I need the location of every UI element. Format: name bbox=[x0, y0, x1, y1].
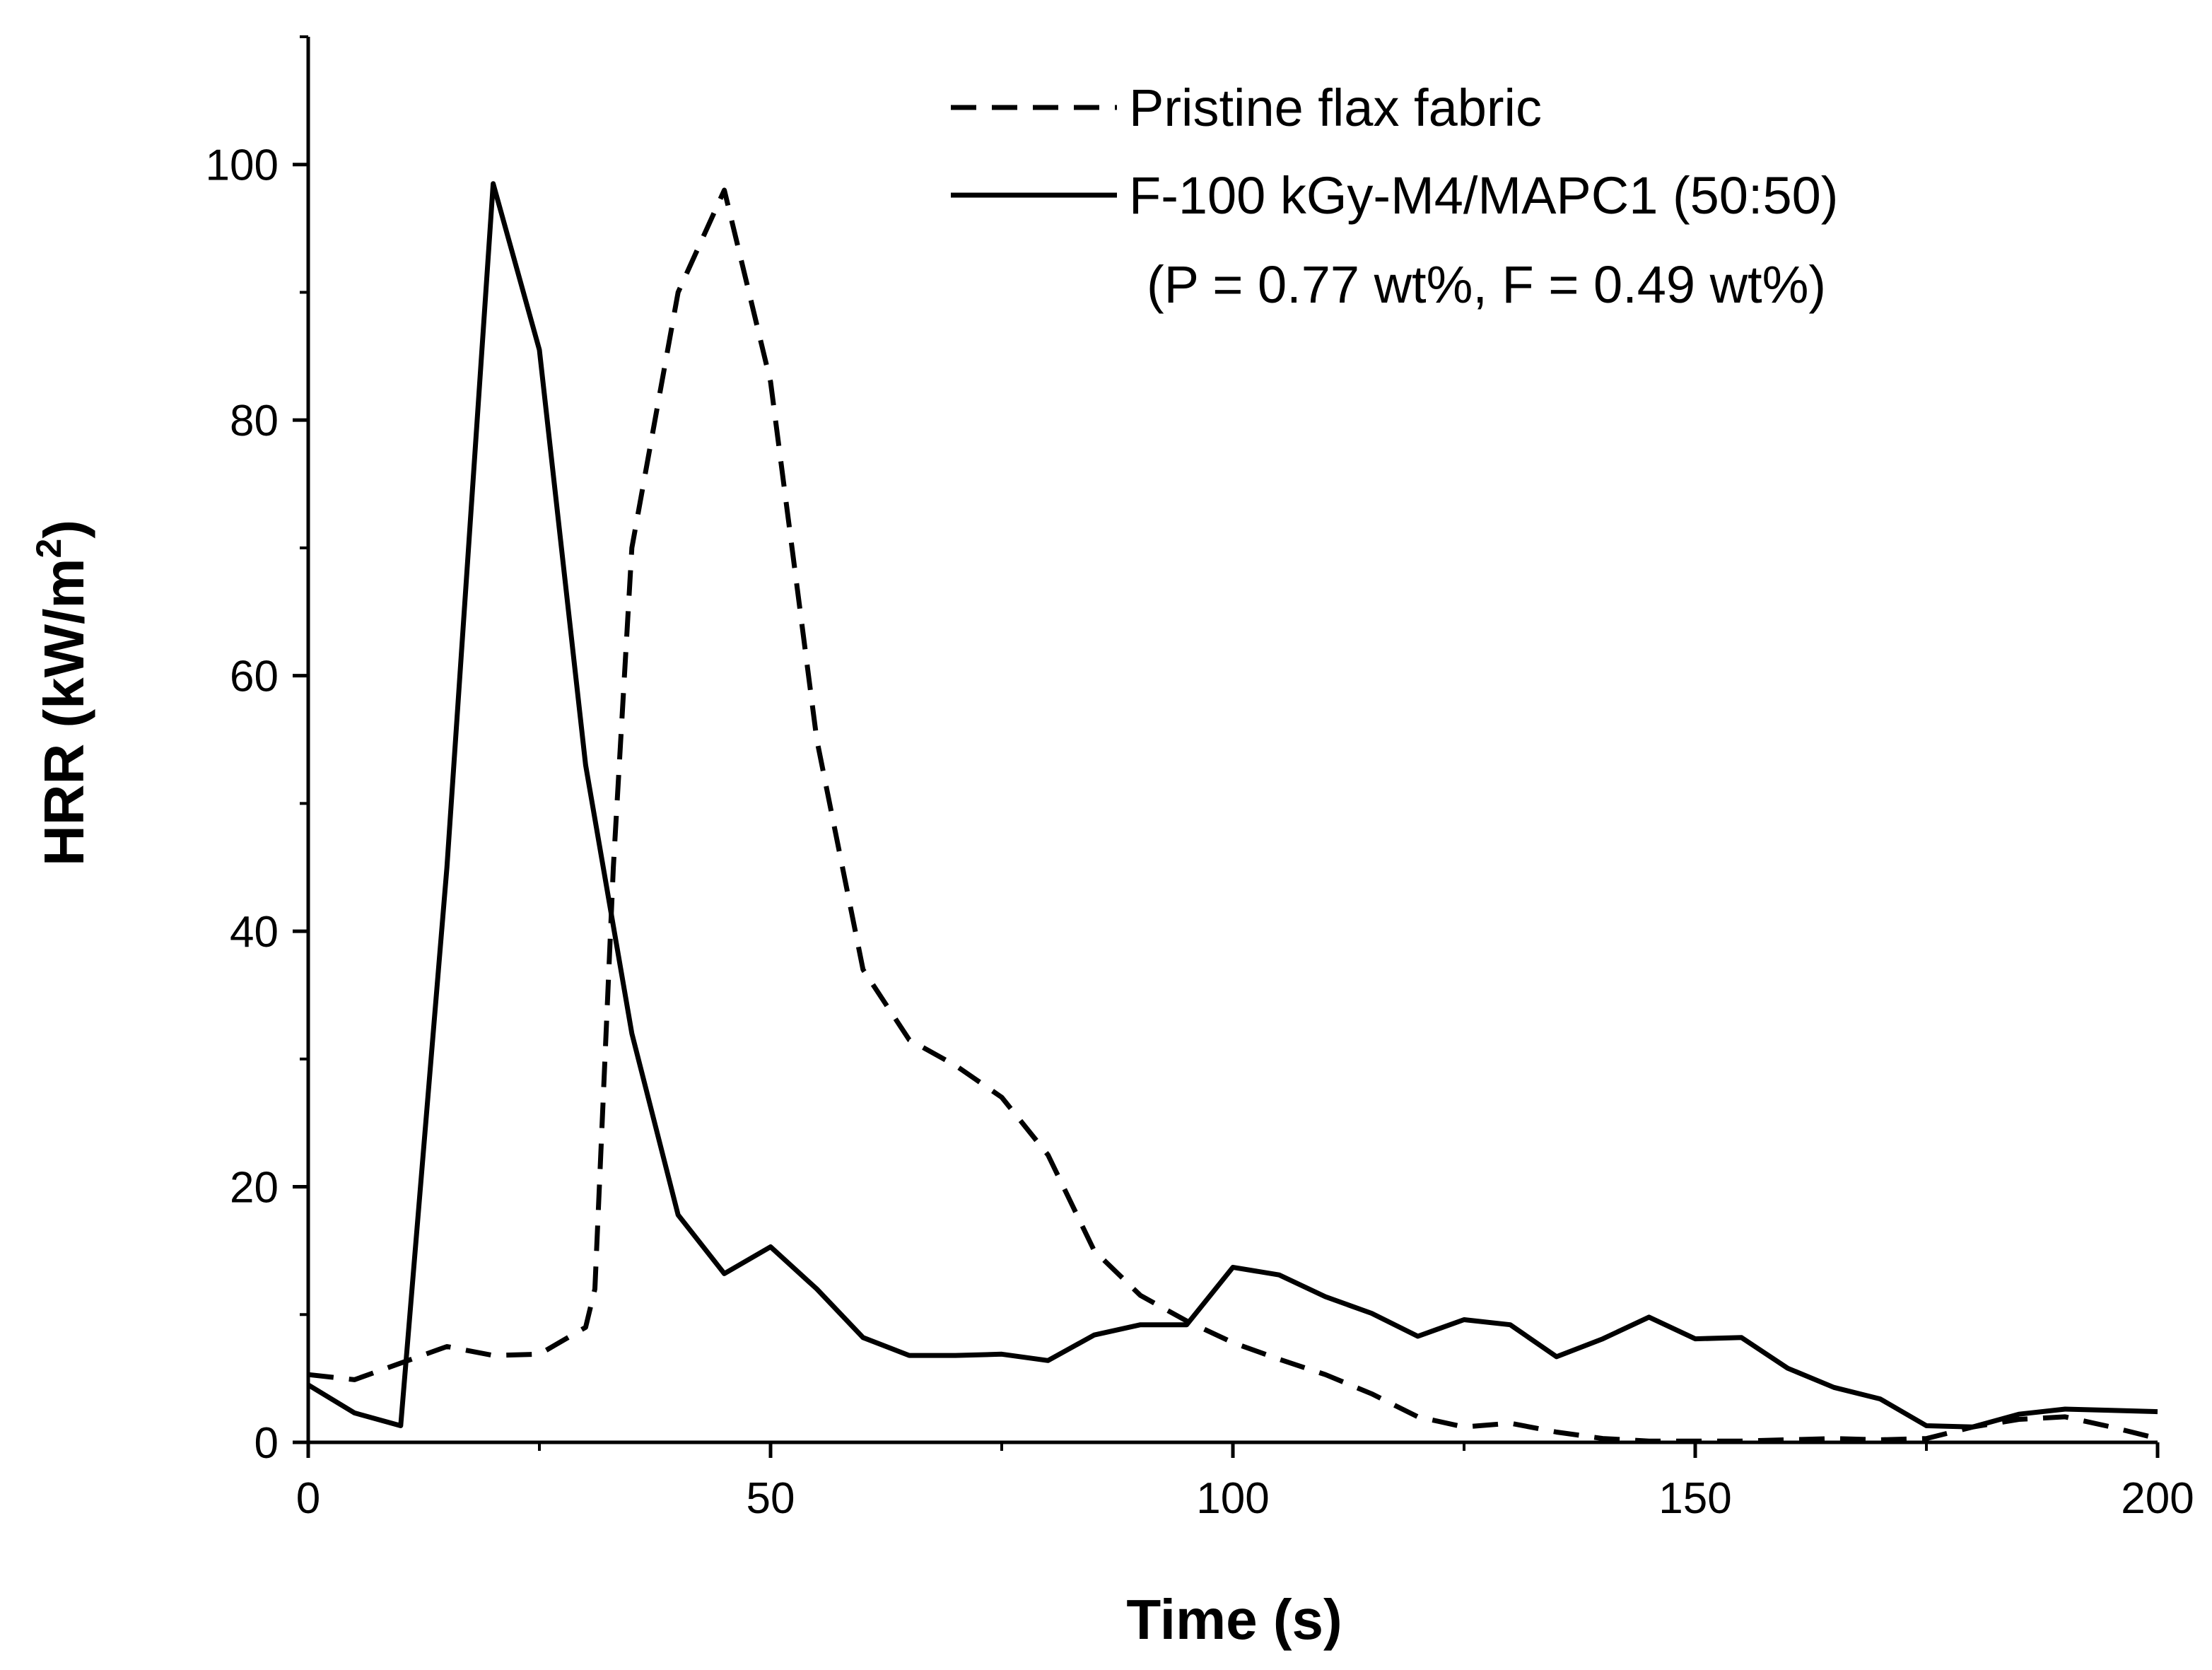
x-tick-label: 50 bbox=[747, 1474, 795, 1523]
legend: Pristine flax fabric F-100 kGy-M4/MAPC1 … bbox=[951, 78, 1838, 314]
x-tick-label: 200 bbox=[2121, 1474, 2194, 1523]
y-axis-title-main: HRR (kW/m bbox=[33, 558, 95, 866]
x-tick-label: 150 bbox=[1658, 1474, 1731, 1523]
legend-label-treated: F-100 kGy-M4/MAPC1 (50:50) bbox=[1129, 166, 1838, 225]
legend-subtitle: (P = 0.77 wt%, F = 0.49 wt%) bbox=[1147, 255, 1826, 314]
y-tick-label: 80 bbox=[230, 397, 279, 445]
x-tick-label: 0 bbox=[296, 1474, 320, 1523]
legend-label-pristine: Pristine flax fabric bbox=[1129, 78, 1542, 137]
x-tick-label: 100 bbox=[1196, 1474, 1269, 1523]
y-axis-title: HRR (kW/m2) bbox=[29, 520, 95, 866]
y-axis-title-close: ) bbox=[33, 520, 95, 539]
y-tick-label: 40 bbox=[230, 908, 279, 957]
x-axis-ticks: 0 50 100 150 200 bbox=[296, 1442, 2194, 1523]
y-tick-label: 100 bbox=[206, 141, 279, 190]
y-tick-label: 20 bbox=[230, 1164, 279, 1213]
plot-area bbox=[307, 181, 2158, 1444]
y-axis-title-superscript: 2 bbox=[29, 539, 69, 559]
series-line-pristine-flax bbox=[308, 187, 2158, 1444]
y-tick-label: 60 bbox=[230, 653, 279, 701]
y-axis-ticks: 0 20 40 60 80 100 bbox=[206, 35, 308, 1468]
axes-frame bbox=[306, 37, 2158, 1444]
x-axis-title: Time (s) bbox=[1126, 1588, 1342, 1651]
y-tick-label: 0 bbox=[254, 1419, 279, 1468]
series-line-treated-fabric bbox=[307, 181, 2158, 1430]
